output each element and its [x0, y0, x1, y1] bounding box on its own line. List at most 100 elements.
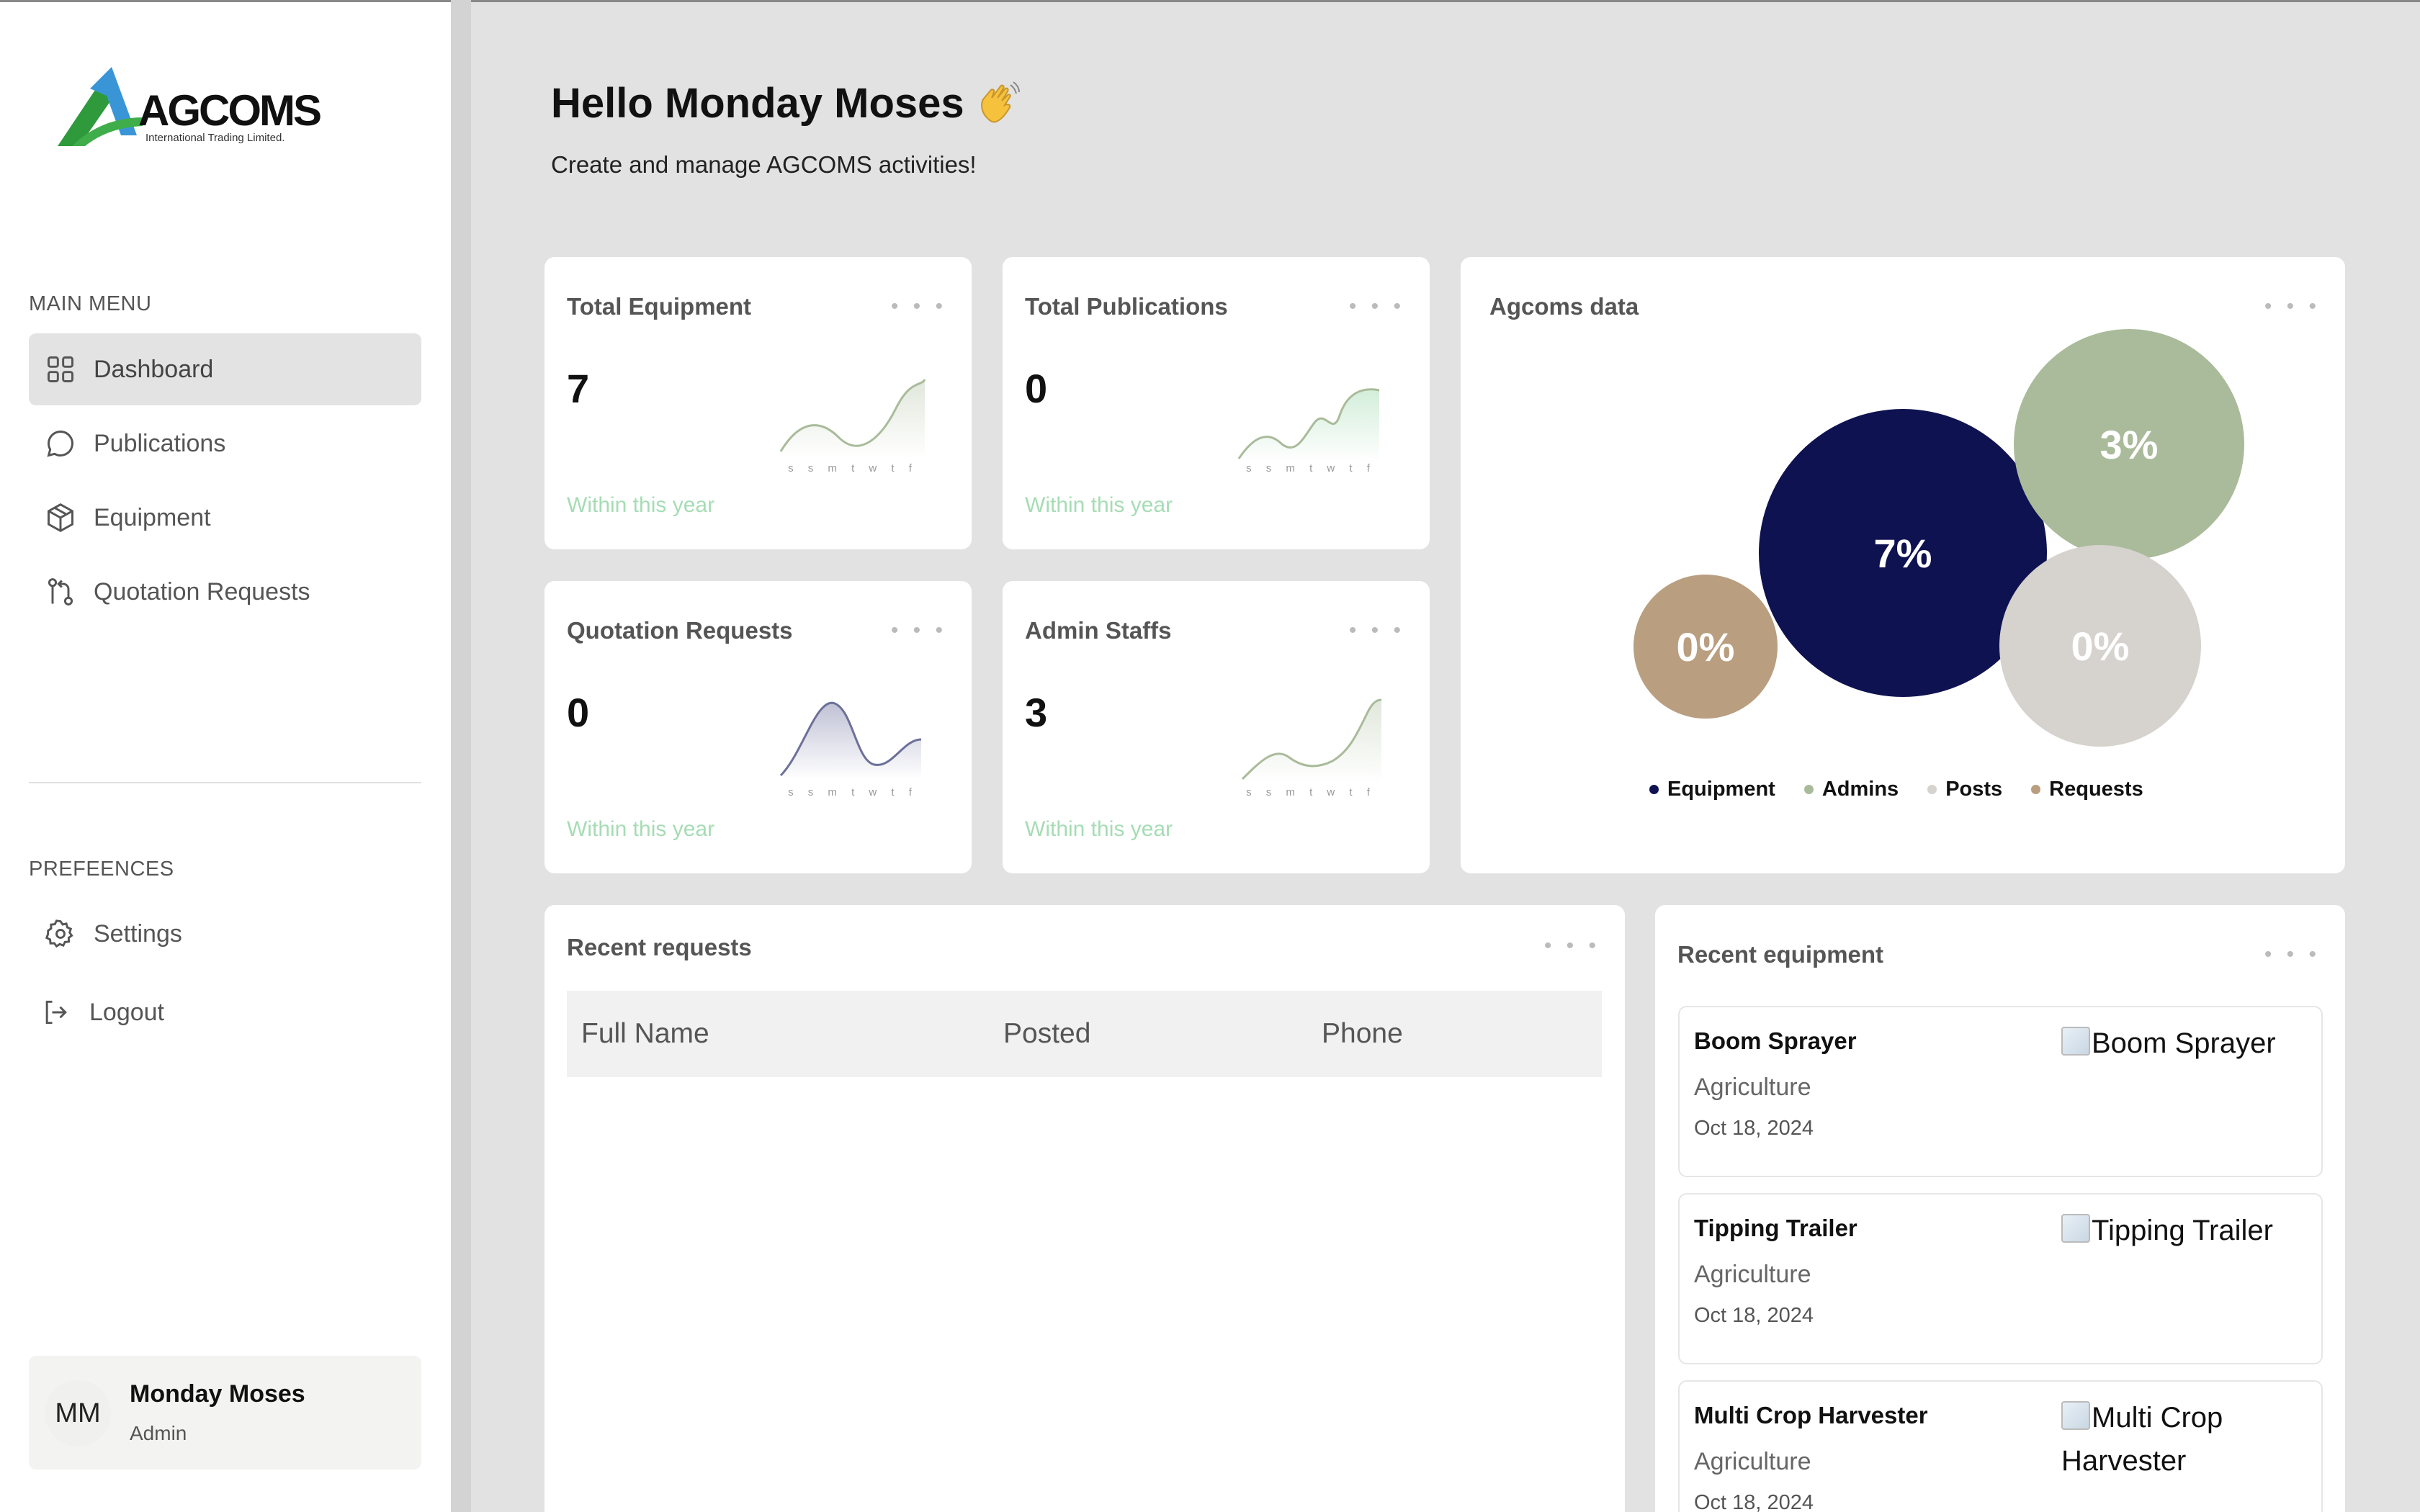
- stat-subtitle: Within this year: [1025, 817, 1173, 841]
- sidebar-divider: [29, 782, 421, 783]
- legend-item-equipment[interactable]: Equipment: [1649, 778, 1775, 801]
- equipment-date: Oct 18, 2024: [1694, 1117, 1814, 1140]
- more-options-button[interactable]: • • •: [1348, 618, 1405, 642]
- stat-subtitle: Within this year: [1025, 493, 1173, 517]
- more-options-button[interactable]: • • •: [890, 618, 947, 642]
- sparkline-chart: s s m t w t f: [779, 701, 922, 797]
- sidebar-item-label: Dashboard: [94, 355, 214, 383]
- page-title: Hello Monday Moses: [551, 79, 1021, 127]
- legend-label: Equipment: [1667, 778, 1775, 801]
- chat-bubble-icon: [43, 426, 78, 461]
- more-options-button[interactable]: • • •: [1543, 934, 1600, 958]
- legend-label: Requests: [2049, 778, 2143, 801]
- column-header-phone[interactable]: Phone: [1322, 1018, 1403, 1049]
- brand-tagline: International Trading Limited.: [145, 132, 285, 144]
- legend-label: Admins: [1821, 778, 1899, 801]
- requests-table-header: Full Name Posted Phone: [567, 991, 1602, 1077]
- image-alt-text: Boom Sprayer: [2092, 1027, 2276, 1059]
- sparkline-chart: s s m t w t f: [779, 379, 926, 473]
- equipment-date: Oct 18, 2024: [1694, 1304, 1814, 1327]
- brand-name: AGCOMS: [138, 86, 322, 135]
- equipment-date: Oct 18, 2024: [1694, 1491, 1814, 1512]
- sidebar: AGCOMS International Trading Limited. MA…: [0, 0, 451, 1512]
- more-options-button[interactable]: • • •: [2264, 294, 2321, 318]
- equipment-name: Boom Sprayer: [1694, 1027, 1857, 1054]
- stat-subtitle: Within this year: [567, 493, 715, 517]
- sidebar-item-label: Quotation Requests: [94, 577, 310, 606]
- column-header-posted[interactable]: Posted: [1003, 1018, 1091, 1049]
- image-alt-text: Multi Crop Harvester: [2061, 1402, 2223, 1477]
- legend-dot: [1803, 785, 1814, 794]
- main-menu-label: MAIN MENU: [29, 292, 152, 315]
- equipment-image: Tipping Trailer: [2061, 1209, 2306, 1252]
- sparkline-days: s s m t w t f: [788, 786, 918, 797]
- page-subtitle: Create and manage AGCOMS activities!: [551, 151, 977, 178]
- waving-hand-icon: [980, 81, 1020, 122]
- sidebar-item-logout[interactable]: Logout: [29, 976, 421, 1048]
- stat-card-quotation-requests[interactable]: Quotation Requests • • • 0 s s m t w t f…: [544, 581, 972, 873]
- equipment-list-item[interactable]: Boom Sprayer Agriculture Oct 18, 2024 Bo…: [1678, 1006, 2323, 1177]
- broken-image-icon: [2061, 1401, 2090, 1430]
- stat-card-total-publications[interactable]: Total Publications • • • 0 s s m t w t f…: [1003, 257, 1430, 549]
- user-profile-card[interactable]: MM Monday Moses Admin: [29, 1356, 421, 1470]
- sidebar-scrollbar[interactable]: [451, 0, 471, 1512]
- sidebar-item-publications[interactable]: Publications: [29, 408, 421, 480]
- sidebar-item-label: Logout: [89, 998, 164, 1026]
- equipment-category: Agriculture: [1694, 1261, 1811, 1288]
- sparkline-days: s s m t w t f: [1246, 462, 1376, 473]
- stat-subtitle: Within this year: [567, 817, 715, 841]
- card-title: Total Equipment: [567, 293, 752, 320]
- equipment-list-item[interactable]: Multi Crop Harvester Agriculture Oct 18,…: [1678, 1380, 2323, 1512]
- legend-item-requests[interactable]: Requests: [2031, 778, 2143, 801]
- stat-card-admin-staffs[interactable]: Admin Staffs • • • 3 s s m t w t f Withi…: [1003, 581, 1430, 873]
- stat-value: 3: [1025, 690, 1048, 735]
- sidebar-item-settings[interactable]: Settings: [29, 898, 421, 970]
- equipment-image: Multi Crop Harvester: [2061, 1396, 2306, 1482]
- card-title: Recent requests: [567, 934, 752, 960]
- bubble-posts[interactable]: 0%: [1999, 545, 2201, 747]
- sparkline-chart: s s m t w t f: [1241, 698, 1382, 797]
- logout-icon: [39, 995, 73, 1030]
- equipment-image: Boom Sprayer: [2061, 1022, 2306, 1065]
- sparkline-days: s s m t w t f: [1246, 786, 1376, 797]
- grid-icon: [43, 352, 78, 387]
- more-options-button[interactable]: • • •: [890, 294, 947, 318]
- logo-mark-icon: [58, 67, 144, 146]
- sparkline-days: s s m t w t f: [788, 462, 918, 473]
- git-pull-request-icon: [43, 575, 78, 609]
- legend-label: Posts: [1945, 778, 2003, 801]
- stat-value: 7: [567, 366, 590, 411]
- image-alt-text: Tipping Trailer: [2092, 1215, 2273, 1246]
- more-options-button[interactable]: • • •: [1348, 294, 1405, 318]
- column-header-full-name[interactable]: Full Name: [581, 1018, 709, 1049]
- more-options-button[interactable]: • • •: [2264, 942, 2321, 966]
- sidebar-item-label: Settings: [94, 919, 182, 948]
- broken-image-icon: [2061, 1214, 2090, 1243]
- legend-dot: [2031, 785, 2041, 794]
- equipment-name: Multi Crop Harvester: [1694, 1402, 1928, 1428]
- card-title: Total Publications: [1025, 293, 1228, 320]
- sidebar-item-equipment[interactable]: Equipment: [29, 482, 421, 554]
- sidebar-item-quotation-requests[interactable]: Quotation Requests: [29, 556, 421, 628]
- box-icon: [43, 500, 78, 535]
- equipment-name: Tipping Trailer: [1694, 1215, 1857, 1241]
- top-border: [0, 0, 2420, 2]
- equipment-list-item[interactable]: Tipping Trailer Agriculture Oct 18, 2024…: [1678, 1193, 2323, 1364]
- brand-logo[interactable]: AGCOMS International Trading Limited.: [58, 67, 322, 153]
- bubble-equipment[interactable]: 7%: [1759, 409, 2047, 697]
- sidebar-item-label: Equipment: [94, 503, 211, 531]
- bubble-admins[interactable]: 3%: [2014, 329, 2244, 559]
- card-title: Admin Staffs: [1025, 617, 1172, 644]
- preferences-label: PREFEENCES: [29, 858, 174, 881]
- equipment-category: Agriculture: [1694, 1074, 1811, 1101]
- equipment-category: Agriculture: [1694, 1448, 1811, 1475]
- user-name: Monday Moses: [130, 1380, 305, 1408]
- sidebar-item-label: Publications: [94, 429, 226, 457]
- stat-card-total-equipment[interactable]: Total Equipment • • • 7 s s m t w t f Wi…: [544, 257, 972, 549]
- legend-item-admins[interactable]: Admins: [1803, 778, 1899, 801]
- broken-image-icon: [2061, 1027, 2090, 1056]
- sidebar-item-dashboard[interactable]: Dashboard: [29, 333, 421, 405]
- stat-value: 0: [567, 690, 590, 735]
- bubble-requests[interactable]: 0%: [1634, 575, 1778, 719]
- legend-item-posts[interactable]: Posts: [1927, 778, 2002, 801]
